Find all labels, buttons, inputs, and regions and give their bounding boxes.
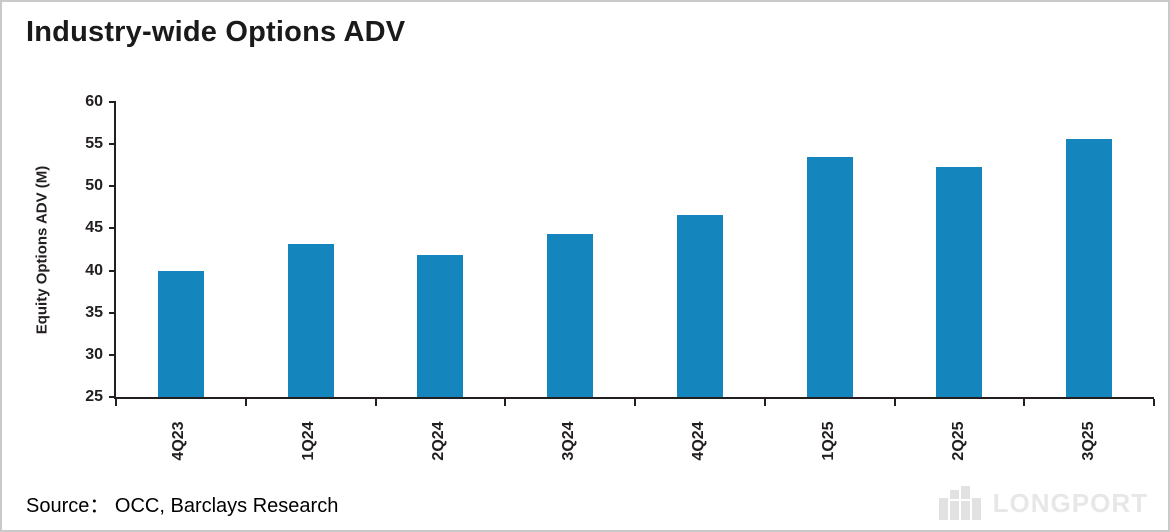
bar-cell (895, 102, 1025, 397)
x-tick-label-text: 2Q24 (430, 421, 447, 461)
y-tick-label: 25 (85, 388, 103, 405)
bar-3Q25 (1066, 139, 1113, 397)
bar-cell (635, 102, 765, 397)
x-tick-label: 2Q25 (894, 409, 1024, 473)
bar-4Q23 (157, 270, 204, 397)
bar-4Q24 (676, 214, 723, 397)
y-tick-mark (109, 185, 116, 188)
x-tick-label: 3Q24 (504, 409, 634, 473)
bar-cell (505, 102, 635, 397)
bar-cell (246, 102, 376, 397)
y-tick-label: 30 (85, 345, 103, 363)
x-tick-mark (634, 399, 636, 406)
x-tick-label: 4Q23 (114, 409, 244, 473)
x-tick-label-text: 3Q24 (560, 421, 577, 461)
x-tick-mark (115, 399, 117, 406)
longport-watermark: LONGPORT (938, 486, 1148, 520)
y-tick-mark (109, 353, 116, 356)
bar-2Q25 (936, 166, 983, 397)
x-tick-label: 3Q25 (1024, 409, 1154, 473)
bar-3Q24 (547, 234, 594, 397)
x-tick-mark (1023, 399, 1026, 406)
x-axis-labels: 4Q23 1Q24 2Q24 3Q24 4Q24 1Q25 2Q25 3Q25 (114, 409, 1154, 473)
y-axis-title: Equity Options ADV (M) (33, 165, 51, 335)
x-tick-label-text: 1Q25 (820, 421, 837, 461)
x-axis-ticks (115, 102, 1155, 406)
bar-2Q24 (417, 254, 464, 397)
x-tick-label: 1Q25 (764, 409, 894, 473)
x-tick-mark (374, 399, 377, 406)
y-tick-label: 50 (85, 177, 103, 195)
bar-cell (765, 102, 895, 397)
bar-1Q24 (287, 244, 334, 397)
y-tick-mark (109, 143, 116, 146)
y-tick-label: 55 (85, 135, 103, 153)
chart-title: Industry-wide Options ADV (26, 16, 406, 48)
source-note: Source： OCC, Barclays Research (26, 495, 339, 517)
x-tick-label-text: 4Q24 (690, 421, 707, 461)
longport-wordmark: LONGPORT (992, 487, 1148, 518)
y-tick-mark (109, 269, 116, 272)
y-tick-mark (109, 101, 116, 103)
x-tick-label: 1Q24 (244, 409, 374, 473)
x-tick-mark (893, 399, 896, 406)
x-tick-label: 4Q24 (634, 409, 764, 473)
x-tick-mark (1153, 399, 1155, 406)
y-tick-mark (109, 396, 116, 398)
y-tick-label: 45 (85, 219, 103, 237)
x-tick-mark (504, 399, 507, 406)
y-tick-mark (109, 227, 116, 230)
y-tick-label: 35 (85, 303, 103, 321)
y-axis-ticks: 25 30 35 40 45 50 55 60 (85, 93, 1154, 405)
bar-cell (116, 102, 246, 397)
bar-cell (376, 102, 506, 397)
bar-1Q25 (806, 156, 853, 397)
bars-row (116, 102, 1154, 397)
x-tick-label-text: 1Q24 (300, 421, 317, 461)
y-tick-mark (109, 311, 116, 314)
y-tick-label: 40 (85, 261, 103, 279)
x-tick-label: 2Q24 (374, 409, 504, 473)
x-tick-label-text: 2Q25 (950, 421, 967, 461)
x-tick-label-text: 4Q23 (170, 421, 187, 461)
x-tick-label-text: 3Q25 (1080, 421, 1097, 461)
bar-cell (1024, 102, 1154, 397)
longport-logo-icon (938, 486, 983, 520)
y-tick-label: 60 (85, 93, 103, 110)
x-tick-mark (763, 399, 766, 406)
x-tick-mark (244, 399, 247, 406)
plot-area: 25 30 35 40 45 50 55 60 (85, 93, 1155, 406)
